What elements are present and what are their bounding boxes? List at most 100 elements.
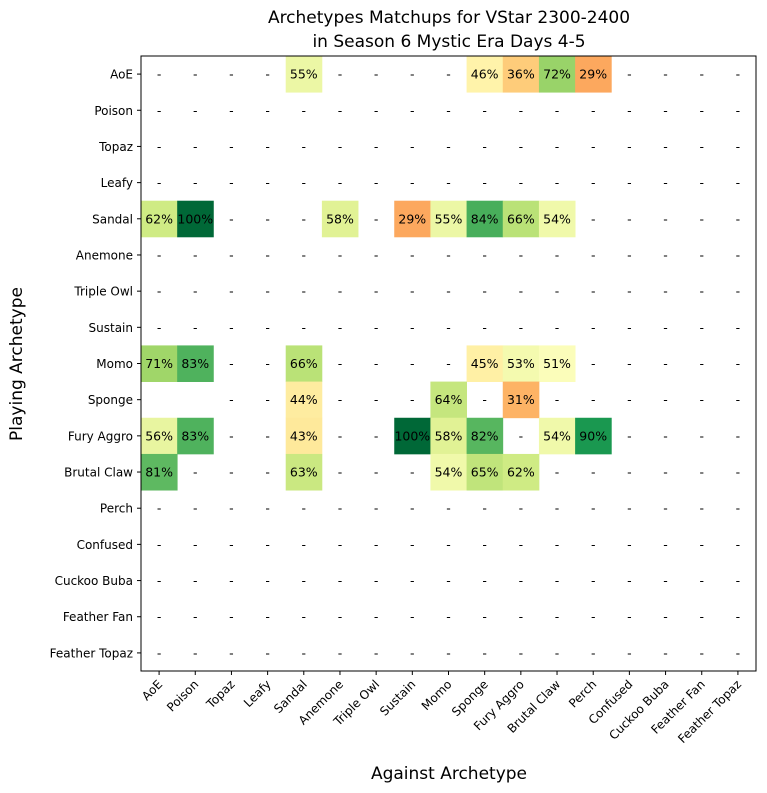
cell-missing-label: - bbox=[410, 645, 415, 660]
cell-missing-label: - bbox=[627, 465, 632, 480]
cell-missing-label: - bbox=[265, 139, 270, 154]
y-axis-ticks: AoE Poison Topaz Leafy Sandal Anemone Triple O… bbox=[50, 68, 141, 660]
cell-missing-label: - bbox=[265, 103, 270, 118]
cell-missing-label: - bbox=[410, 103, 415, 118]
cell-missing-label: - bbox=[410, 501, 415, 516]
cell-missing-label: - bbox=[555, 320, 560, 335]
cell-missing-label: - bbox=[699, 139, 704, 154]
cell-value-label: 58% bbox=[326, 211, 354, 226]
cell-missing-label: - bbox=[699, 356, 704, 371]
heatmap-cell bbox=[394, 417, 431, 455]
cell-missing-label: - bbox=[338, 284, 343, 299]
cell-missing-label: - bbox=[482, 320, 487, 335]
cell-missing-label: - bbox=[374, 67, 379, 82]
y-tick-label: Triple Owl bbox=[73, 285, 133, 299]
cell-missing-label: - bbox=[193, 501, 198, 516]
cell-value-label: 81% bbox=[145, 465, 173, 480]
cell-missing-label: - bbox=[482, 501, 487, 516]
heatmap-cell bbox=[141, 345, 178, 382]
cell-missing-label: - bbox=[663, 320, 668, 335]
heatmap-cell bbox=[141, 453, 178, 491]
cell-missing-label: - bbox=[157, 175, 162, 190]
cell-missing-label: - bbox=[482, 139, 487, 154]
cell-missing-label: - bbox=[229, 501, 234, 516]
cell-missing-label: - bbox=[555, 537, 560, 552]
cell-value-label: 55% bbox=[290, 67, 318, 82]
heatmap-cell bbox=[502, 345, 540, 382]
cell-missing-label: - bbox=[663, 645, 668, 660]
cell-missing-label: - bbox=[555, 392, 560, 407]
cell-missing-label: - bbox=[482, 645, 487, 660]
cell-missing-label: - bbox=[446, 356, 451, 371]
cell-missing-label: - bbox=[446, 537, 451, 552]
heatmap-cell bbox=[430, 381, 467, 419]
cell-missing-label: - bbox=[627, 609, 632, 624]
cell-missing-label: - bbox=[482, 284, 487, 299]
cell-missing-label: - bbox=[229, 537, 234, 552]
cell-missing-label: - bbox=[193, 103, 198, 118]
cell-missing-label: - bbox=[591, 103, 596, 118]
cell-value-label: 83% bbox=[181, 356, 209, 371]
y-tick-label: Feather Fan bbox=[63, 610, 133, 624]
cell-missing-label: - bbox=[229, 139, 234, 154]
cell-value-label: 65% bbox=[471, 465, 499, 480]
cell-missing-label: - bbox=[663, 465, 668, 480]
cell-missing-label: - bbox=[482, 103, 487, 118]
heatmap-cell bbox=[141, 200, 178, 238]
cell-missing-label: - bbox=[229, 392, 234, 407]
cell-missing-label: - bbox=[410, 247, 415, 262]
heatmap-cell bbox=[285, 381, 323, 419]
cell-missing-label: - bbox=[699, 428, 704, 443]
cell-missing-label: - bbox=[157, 573, 162, 588]
cell-value-label: 58% bbox=[435, 428, 463, 443]
cell-missing-label: - bbox=[229, 211, 234, 226]
cell-missing-label: - bbox=[265, 356, 270, 371]
cell-missing-label: - bbox=[736, 501, 741, 516]
cell-missing-label: - bbox=[519, 139, 524, 154]
heatmap-cell bbox=[538, 417, 576, 455]
cell-missing-label: - bbox=[193, 465, 198, 480]
cell-missing-label: - bbox=[302, 609, 307, 624]
cell-missing-label: - bbox=[663, 609, 668, 624]
cell-missing-label: - bbox=[374, 139, 379, 154]
cell-missing-label: - bbox=[591, 320, 596, 335]
cell-missing-label: - bbox=[699, 320, 704, 335]
cell-missing-label: - bbox=[736, 67, 741, 82]
cell-value-label: 31% bbox=[507, 392, 535, 407]
cell-missing-label: - bbox=[302, 139, 307, 154]
cell-missing-label: - bbox=[627, 573, 632, 588]
cell-missing-label: - bbox=[229, 428, 234, 443]
cell-missing-label: - bbox=[591, 175, 596, 190]
cell-missing-label: - bbox=[374, 247, 379, 262]
cell-missing-label: - bbox=[229, 175, 234, 190]
cell-missing-label: - bbox=[555, 645, 560, 660]
cell-missing-label: - bbox=[663, 139, 668, 154]
cell-missing-label: - bbox=[157, 103, 162, 118]
cell-missing-label: - bbox=[157, 284, 162, 299]
cell-missing-label: - bbox=[410, 320, 415, 335]
cell-missing-label: - bbox=[555, 103, 560, 118]
cell-missing-label: - bbox=[374, 465, 379, 480]
cell-missing-label: - bbox=[229, 609, 234, 624]
cell-value-label: 64% bbox=[435, 392, 463, 407]
cell-missing-label: - bbox=[591, 645, 596, 660]
cell-value-label: 100% bbox=[394, 428, 430, 443]
cell-missing-label: - bbox=[265, 609, 270, 624]
cell-missing-label: - bbox=[736, 175, 741, 190]
cell-missing-label: - bbox=[519, 247, 524, 262]
cell-value-label: 84% bbox=[471, 211, 499, 226]
cell-missing-label: - bbox=[663, 356, 668, 371]
cell-missing-label: - bbox=[446, 573, 451, 588]
cell-missing-label: - bbox=[627, 320, 632, 335]
cell-missing-label: - bbox=[591, 139, 596, 154]
cell-missing-label: - bbox=[699, 284, 704, 299]
cell-missing-label: - bbox=[374, 645, 379, 660]
cell-missing-label: - bbox=[736, 284, 741, 299]
cell-missing-label: - bbox=[374, 211, 379, 226]
cell-missing-label: - bbox=[446, 103, 451, 118]
heatmap-cell bbox=[285, 417, 323, 455]
cell-missing-label: - bbox=[591, 609, 596, 624]
chart-title-line-2: in Season 6 Mystic Era Days 4-5 bbox=[312, 32, 585, 52]
cell-missing-label: - bbox=[265, 573, 270, 588]
